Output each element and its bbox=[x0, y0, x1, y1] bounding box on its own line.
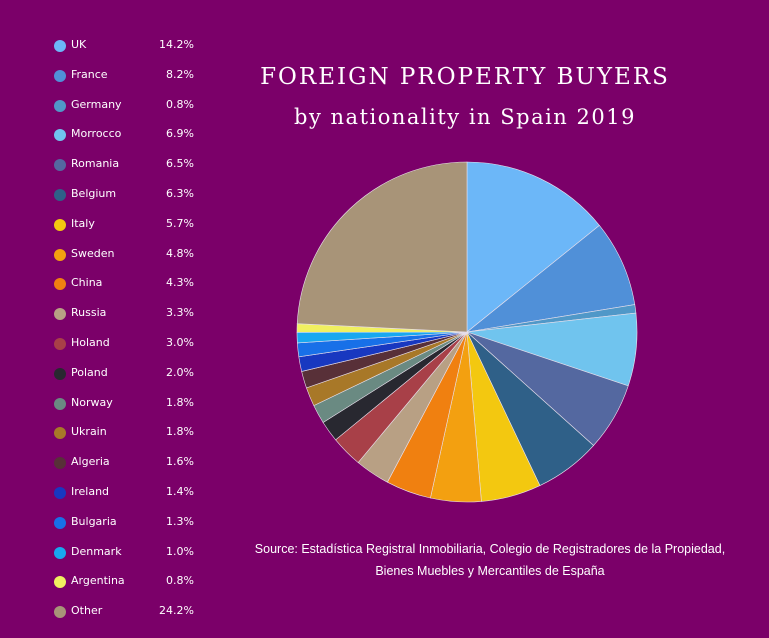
legend-value: 0.8% bbox=[166, 574, 194, 588]
legend-item: Romania 6.5% bbox=[54, 156, 204, 176]
legend-value: 1.6% bbox=[166, 455, 194, 469]
chart-title: FOREIGN PROPERTY BUYERS bbox=[260, 64, 670, 90]
pie-chart bbox=[296, 161, 638, 503]
legend-item: Poland 2.0% bbox=[54, 365, 204, 385]
legend-swatch bbox=[54, 516, 66, 529]
legend-item: Algeria 1.6% bbox=[54, 454, 204, 474]
legend-swatch bbox=[54, 427, 66, 440]
legend-value: 24.2% bbox=[159, 604, 194, 618]
legend-label: Bulgaria bbox=[71, 514, 117, 528]
legend-item: Denmark 1.0% bbox=[54, 544, 204, 564]
legend-item: Bulgaria 1.3% bbox=[54, 514, 204, 534]
legend-item: Holand 3.0% bbox=[54, 335, 204, 355]
legend-item: France 8.2% bbox=[54, 67, 204, 87]
legend-item: Other 24.2% bbox=[54, 603, 204, 623]
legend-label: Morrocco bbox=[71, 127, 122, 141]
legend-label: France bbox=[71, 67, 108, 81]
legend-label: Ireland bbox=[71, 485, 110, 498]
legend-value: 1.3% bbox=[166, 514, 194, 528]
legend-swatch bbox=[54, 278, 66, 291]
legend-label: Argentina bbox=[71, 574, 125, 588]
legend-item: Sweden 4.8% bbox=[54, 246, 204, 266]
legend-item: Germany 0.8% bbox=[54, 97, 204, 117]
legend-item: Argentina 0.8% bbox=[54, 573, 204, 593]
legend-item: Italy 5.7% bbox=[54, 216, 204, 236]
legend-value: 5.7% bbox=[166, 216, 194, 230]
legend-value: 3.3% bbox=[166, 306, 194, 320]
chart-subtitle: by nationality in Spain 2019 bbox=[294, 105, 636, 129]
legend-swatch bbox=[54, 308, 66, 321]
legend-label: Poland bbox=[71, 365, 108, 379]
legend-label: Ukrain bbox=[71, 425, 107, 439]
legend-label: Romania bbox=[71, 157, 120, 171]
legend-label: Norway bbox=[71, 395, 113, 409]
legend-label: UK bbox=[71, 38, 87, 51]
legend-value: 1.8% bbox=[166, 425, 194, 439]
legend-swatch bbox=[54, 606, 66, 619]
legend-value: 1.0% bbox=[166, 544, 194, 558]
legend: UK 14.2% France 8.2% Germany 0.8% Morrocco 6.9%… bbox=[0, 0, 210, 638]
legend-label: Italy bbox=[71, 216, 95, 230]
legend-item: Ukrain 1.8% bbox=[54, 424, 204, 444]
legend-swatch bbox=[54, 397, 66, 410]
legend-swatch bbox=[54, 248, 66, 261]
legend-value: 4.3% bbox=[166, 276, 194, 290]
legend-label: Holand bbox=[71, 336, 110, 349]
legend-value: 4.8% bbox=[166, 246, 194, 260]
legend-label: Germany bbox=[71, 97, 122, 111]
legend-swatch bbox=[54, 69, 66, 82]
legend-label: Russia bbox=[71, 306, 107, 320]
legend-value: 1.4% bbox=[166, 485, 194, 498]
legend-item: Norway 1.8% bbox=[54, 395, 204, 415]
legend-swatch bbox=[54, 457, 66, 470]
pie-slice-france bbox=[465, 224, 636, 333]
legend-label: China bbox=[71, 276, 103, 290]
legend-swatch bbox=[54, 367, 66, 380]
legend-swatch bbox=[54, 576, 66, 589]
legend-swatch bbox=[54, 487, 66, 499]
legend-item: Belgium 6.3% bbox=[54, 186, 204, 206]
legend-item: China 4.3% bbox=[54, 275, 204, 295]
legend-label: Sweden bbox=[71, 246, 115, 260]
legend-item: Russia 3.3% bbox=[54, 305, 204, 325]
legend-value: 14.2% bbox=[159, 38, 194, 51]
legend-item: UK 14.2% bbox=[54, 37, 204, 57]
legend-value: 6.5% bbox=[166, 157, 194, 171]
legend-swatch bbox=[54, 338, 66, 350]
legend-value: 2.0% bbox=[166, 365, 194, 379]
legend-value: 0.8% bbox=[166, 97, 194, 111]
legend-swatch bbox=[54, 99, 66, 112]
source-note: Source: Estadística Registral Inmobiliar… bbox=[254, 542, 726, 578]
legend-label: Belgium bbox=[71, 187, 117, 200]
legend-value: 6.3% bbox=[166, 187, 194, 200]
legend-value: 1.8% bbox=[166, 395, 194, 409]
legend-swatch bbox=[54, 189, 66, 201]
legend-value: 6.9% bbox=[166, 127, 194, 141]
legend-swatch bbox=[54, 546, 66, 559]
legend-item: Ireland 1.4% bbox=[54, 484, 204, 504]
legend-value: 8.2% bbox=[166, 67, 194, 81]
legend-value: 3.0% bbox=[166, 336, 194, 349]
legend-item: Morrocco 6.9% bbox=[54, 126, 204, 146]
legend-label: Denmark bbox=[71, 544, 122, 558]
pie-slice-other bbox=[296, 161, 468, 333]
legend-label: Other bbox=[71, 604, 103, 618]
legend-label: Algeria bbox=[71, 455, 110, 469]
legend-swatch bbox=[54, 40, 66, 52]
legend-swatch bbox=[54, 218, 66, 231]
legend-swatch bbox=[54, 129, 66, 142]
legend-swatch bbox=[54, 159, 66, 172]
pie-slice-uk bbox=[466, 161, 600, 333]
